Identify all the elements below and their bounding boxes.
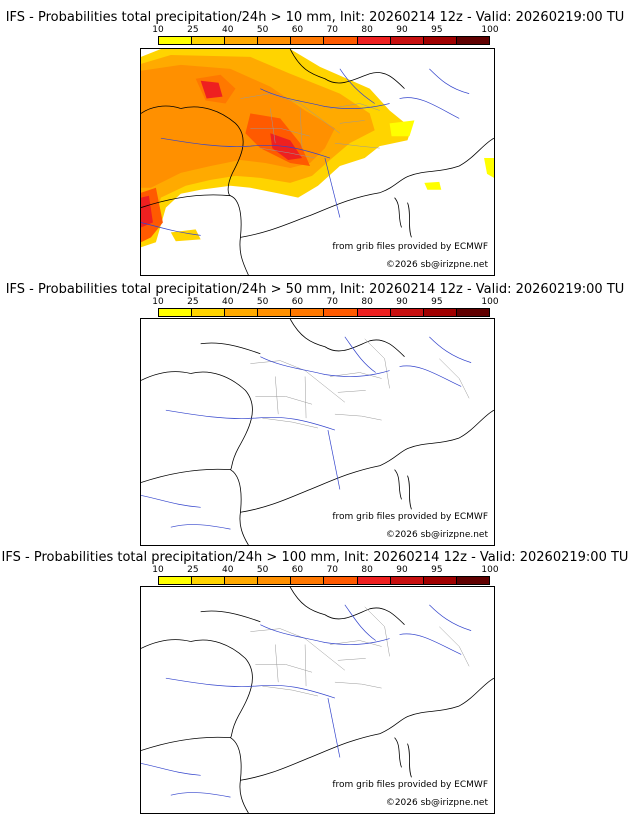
colorbar-segment — [291, 309, 325, 316]
tick-label: 10 — [152, 25, 164, 35]
probability-map — [141, 49, 494, 275]
tick-label: 80 — [361, 297, 373, 307]
colorbar-segment — [357, 37, 391, 44]
tick-label: 90 — [396, 25, 408, 35]
tick-label: 100 — [481, 297, 499, 307]
tick-label: 100 — [481, 565, 499, 575]
colorbar-segment — [258, 309, 292, 316]
tick-label: 10 — [152, 565, 164, 575]
tick-label: 100 — [481, 25, 499, 35]
colorbar-segment — [423, 309, 457, 316]
copyright-credit: ©2026 sb@irizpne.net — [385, 530, 488, 540]
map-frame: from grib files provided by ECMWF ©2026 … — [140, 318, 495, 546]
tick-label: 10 — [152, 297, 164, 307]
tick-label: 60 — [291, 297, 304, 307]
colorbar-segment — [159, 37, 193, 44]
tick-label: 80 — [361, 25, 373, 35]
colorbar — [158, 36, 490, 45]
copyright-credit: ©2026 sb@irizpne.net — [385, 798, 488, 808]
tick-label: 40 — [221, 565, 234, 575]
tick-label: 50 — [256, 25, 269, 35]
tick-label: 50 — [256, 565, 269, 575]
tick-label: 60 — [291, 565, 304, 575]
colorbar-segment — [258, 37, 292, 44]
probability-map — [141, 587, 494, 813]
tick-label: 25 — [187, 25, 199, 35]
colorbar-segment — [423, 577, 457, 584]
colorbar-segment — [357, 309, 391, 316]
map-panel-10mm: IFS - Probabilities total precipitation/… — [0, 10, 630, 286]
colorbar — [158, 308, 490, 317]
colorbar-segment — [456, 37, 489, 44]
colorbar-ticks: 10 25 40 50 60 70 80 90 95 100 — [152, 564, 498, 576]
colorbar-segment — [324, 37, 358, 44]
colorbar-segment — [390, 577, 424, 584]
tick-label: 90 — [396, 297, 408, 307]
source-credit: from grib files provided by ECMWF — [332, 780, 488, 790]
colorbar-segment — [456, 577, 489, 584]
tick-label: 40 — [221, 25, 234, 35]
colorbar-segment — [192, 309, 226, 316]
colorbar — [158, 576, 490, 585]
colorbar-segment — [390, 309, 424, 316]
panel-title: IFS - Probabilities total precipitation/… — [5, 282, 625, 297]
tick-label: 25 — [187, 297, 199, 307]
colorbar-segment — [324, 577, 358, 584]
colorbar-segment — [456, 309, 489, 316]
colorbar-segment — [357, 577, 391, 584]
colorbar-segment — [159, 309, 193, 316]
colorbar-segment — [225, 577, 259, 584]
colorbar-segment — [159, 577, 193, 584]
colorbar-segment — [291, 577, 325, 584]
colorbar-segment — [390, 37, 424, 44]
tick-label: 25 — [187, 565, 199, 575]
map-frame: from grib files provided by ECMWF ©2026 … — [140, 48, 495, 276]
map-panel-50mm: IFS - Probabilities total precipitation/… — [0, 282, 630, 558]
colorbar-segment — [225, 37, 259, 44]
tick-label: 50 — [256, 297, 269, 307]
tick-label: 60 — [291, 25, 304, 35]
source-credit: from grib files provided by ECMWF — [332, 512, 488, 522]
colorbar-ticks: 10 25 40 50 60 70 80 90 95 100 — [152, 24, 498, 36]
colorbar-segment — [423, 37, 457, 44]
colorbar-segment — [291, 37, 325, 44]
colorbar-segment — [192, 37, 226, 44]
colorbar-ticks: 10 25 40 50 60 70 80 90 95 100 — [152, 296, 498, 308]
copyright-credit: ©2026 sb@irizpne.net — [385, 260, 488, 270]
panel-title: IFS - Probabilities total precipitation/… — [5, 10, 625, 25]
tick-label: 40 — [221, 297, 234, 307]
tick-label: 95 — [431, 25, 443, 35]
colorbar-segment — [225, 309, 259, 316]
tick-label: 70 — [326, 565, 339, 575]
tick-label: 80 — [361, 565, 373, 575]
source-credit: from grib files provided by ECMWF — [332, 242, 488, 252]
tick-label: 70 — [326, 297, 339, 307]
colorbar-segment — [192, 577, 226, 584]
tick-label: 70 — [326, 25, 339, 35]
colorbar-segment — [324, 309, 358, 316]
panel-title: IFS - Probabilities total precipitation/… — [1, 550, 629, 565]
colorbar-segment — [258, 577, 292, 584]
probability-map — [141, 319, 494, 545]
tick-label: 95 — [431, 565, 443, 575]
map-frame: from grib files provided by ECMWF ©2026 … — [140, 586, 495, 814]
tick-label: 90 — [396, 565, 408, 575]
tick-label: 95 — [431, 297, 443, 307]
map-panel-100mm: IFS - Probabilities total precipitation/… — [0, 550, 630, 826]
